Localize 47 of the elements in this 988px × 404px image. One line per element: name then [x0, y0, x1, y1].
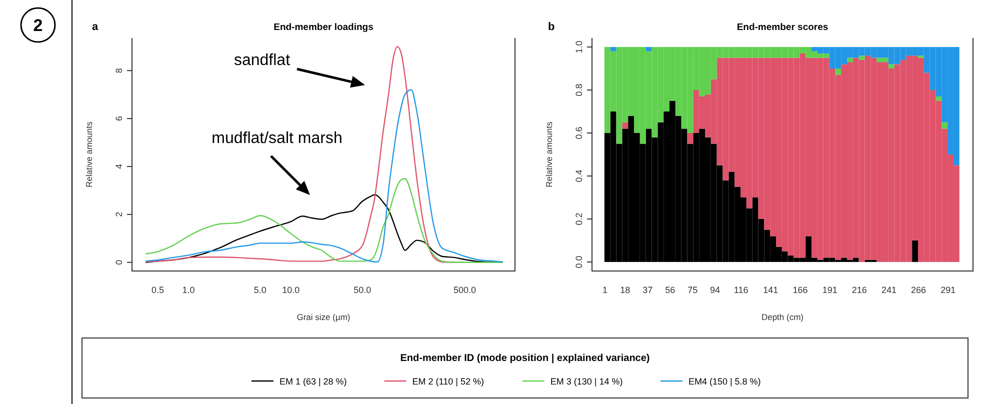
x-tick-label: 50.0 [354, 285, 372, 295]
legend-label: EM 3 (130 | 14 %) [550, 376, 623, 386]
x-tick-label: 0.5 [152, 285, 164, 295]
x-tick-label: 291 [940, 285, 956, 295]
x-axis-title: Depth (cm) [761, 312, 804, 322]
x-tick-label: 216 [852, 285, 867, 295]
y-tick-label: 2 [114, 212, 124, 217]
annotation: mudflat/salt marsh [212, 130, 342, 147]
y-tick-label: 0.4 [574, 170, 584, 182]
text: a [92, 21, 99, 33]
y-axis-title: Relative amounts [84, 122, 94, 188]
y-tick-label: 0.2 [574, 212, 584, 226]
x-tick-label: 75 [688, 285, 698, 295]
chart-title: End-member loadings [274, 22, 374, 33]
x-tick-label: 1.0 [182, 285, 195, 295]
x-axis-title: Grai size (µm) [296, 312, 350, 322]
chart-title: End-member scores [736, 22, 828, 33]
x-tick-label: 5.0 [254, 285, 266, 295]
legend-label: EM4 (150 | 5.8 %) [688, 376, 761, 386]
x-tick-label: 56 [665, 285, 676, 295]
annotation: sandflat [234, 52, 291, 69]
y-tick-label: 0.0 [574, 256, 584, 268]
y-tick-label: 0 [114, 260, 124, 265]
x-tick-label: 116 [734, 285, 748, 295]
x-tick-label: 191 [822, 285, 838, 295]
x-tick-label: 166 [792, 285, 808, 295]
y-tick-label: 0.8 [574, 84, 584, 96]
legend-label: EM 1 (63 | 28 %) [279, 376, 347, 386]
y-tick-label: 8 [114, 68, 124, 74]
y-tick-label: 1.0 [574, 40, 584, 54]
y-tick-label: 0.6 [574, 126, 584, 140]
legend-title: End-member ID (mode position | explained variance) [400, 353, 650, 364]
x-tick-label: 37 [642, 285, 653, 295]
x-tick-label: 10.0 [282, 285, 300, 295]
text: b [548, 21, 555, 33]
x-tick-label: 500.0 [453, 285, 476, 295]
x-tick-label: 266 [911, 285, 926, 295]
legend-label: EM 2 (110 | 52 %) [412, 376, 484, 386]
x-tick-label: 1 [602, 285, 608, 295]
y-tick-label: 6 [114, 116, 124, 122]
x-tick-label: 241 [881, 285, 897, 295]
text: 2 [33, 16, 43, 35]
x-tick-label: 18 [620, 285, 630, 295]
x-tick-label: 94 [710, 285, 720, 295]
y-tick-label: 4 [114, 164, 124, 169]
y-axis-title: Relative amounts [544, 122, 554, 188]
x-tick-label: 141 [763, 285, 778, 295]
